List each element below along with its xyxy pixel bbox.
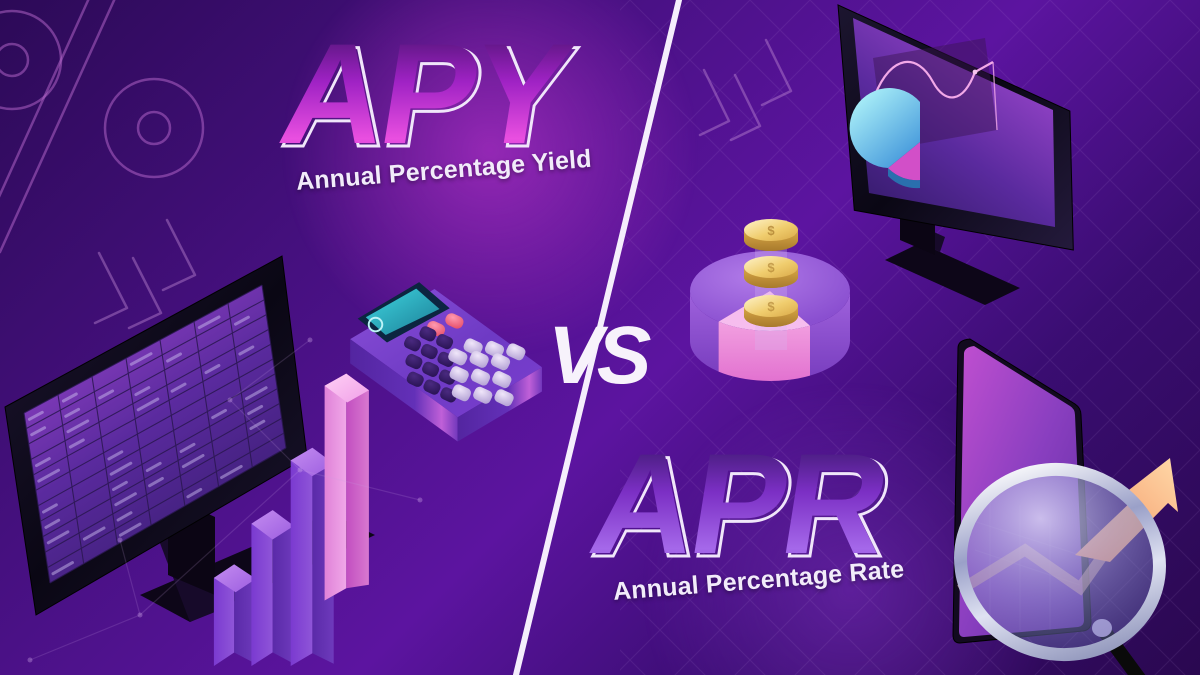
svg-text:VS: VS [548,310,651,401]
